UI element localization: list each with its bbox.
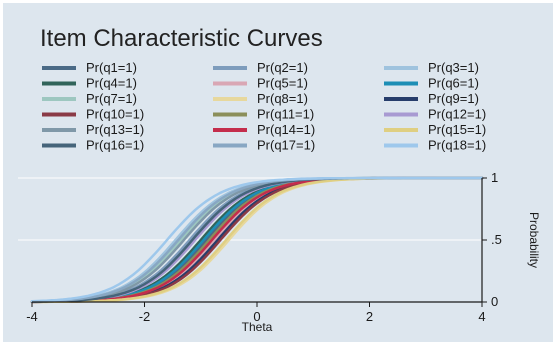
- legend-label: Pr(q10=1): [86, 107, 144, 122]
- legend-label: Pr(q17=1): [257, 138, 315, 153]
- series-line: [30, 176, 484, 303]
- legend: Pr(q1=1) Pr(q2=1) Pr(q3=1) Pr(q4=1) Pr(q5=1)…: [42, 60, 486, 153]
- x-tick-label: -4: [26, 309, 38, 324]
- x-tick-label: 0: [253, 309, 260, 324]
- legend-label: Pr(q9=1): [428, 91, 479, 106]
- legend-label: Pr(q4=1): [86, 76, 137, 91]
- axes: -4 -2 0 2 40.51: [26, 170, 502, 324]
- legend-label: Pr(q2=1): [257, 60, 308, 75]
- x-tick-label: 2: [366, 309, 373, 324]
- legend-label: Pr(q13=1): [86, 122, 144, 137]
- y-tick-label: 1: [491, 170, 498, 185]
- legend-label: Pr(q16=1): [86, 138, 144, 153]
- legend-label: Pr(q14=1): [257, 122, 315, 137]
- chart-title: Item Characteristic Curves: [40, 25, 323, 52]
- legend-label: Pr(q15=1): [428, 122, 486, 137]
- x-axis-title: Theta: [242, 320, 273, 334]
- legend-label: Pr(q12=1): [428, 107, 486, 122]
- legend-label: Pr(q1=1): [86, 60, 137, 75]
- series-lines: [30, 176, 484, 304]
- legend-label: Pr(q8=1): [257, 91, 308, 106]
- legend-label: Pr(q3=1): [428, 60, 479, 75]
- x-tick-label: 4: [478, 309, 485, 324]
- x-tick-label: -2: [139, 309, 151, 324]
- y-tick-label: 0: [491, 294, 498, 309]
- legend-label: Pr(q6=1): [428, 76, 479, 91]
- y-axis-title: Probability: [527, 212, 541, 268]
- legend-label: Pr(q5=1): [257, 76, 308, 91]
- legend-label: Pr(q18=1): [428, 138, 486, 153]
- y-tick-label: .5: [491, 232, 502, 247]
- legend-label: Pr(q11=1): [257, 107, 314, 122]
- legend-label: Pr(q7=1): [86, 91, 137, 106]
